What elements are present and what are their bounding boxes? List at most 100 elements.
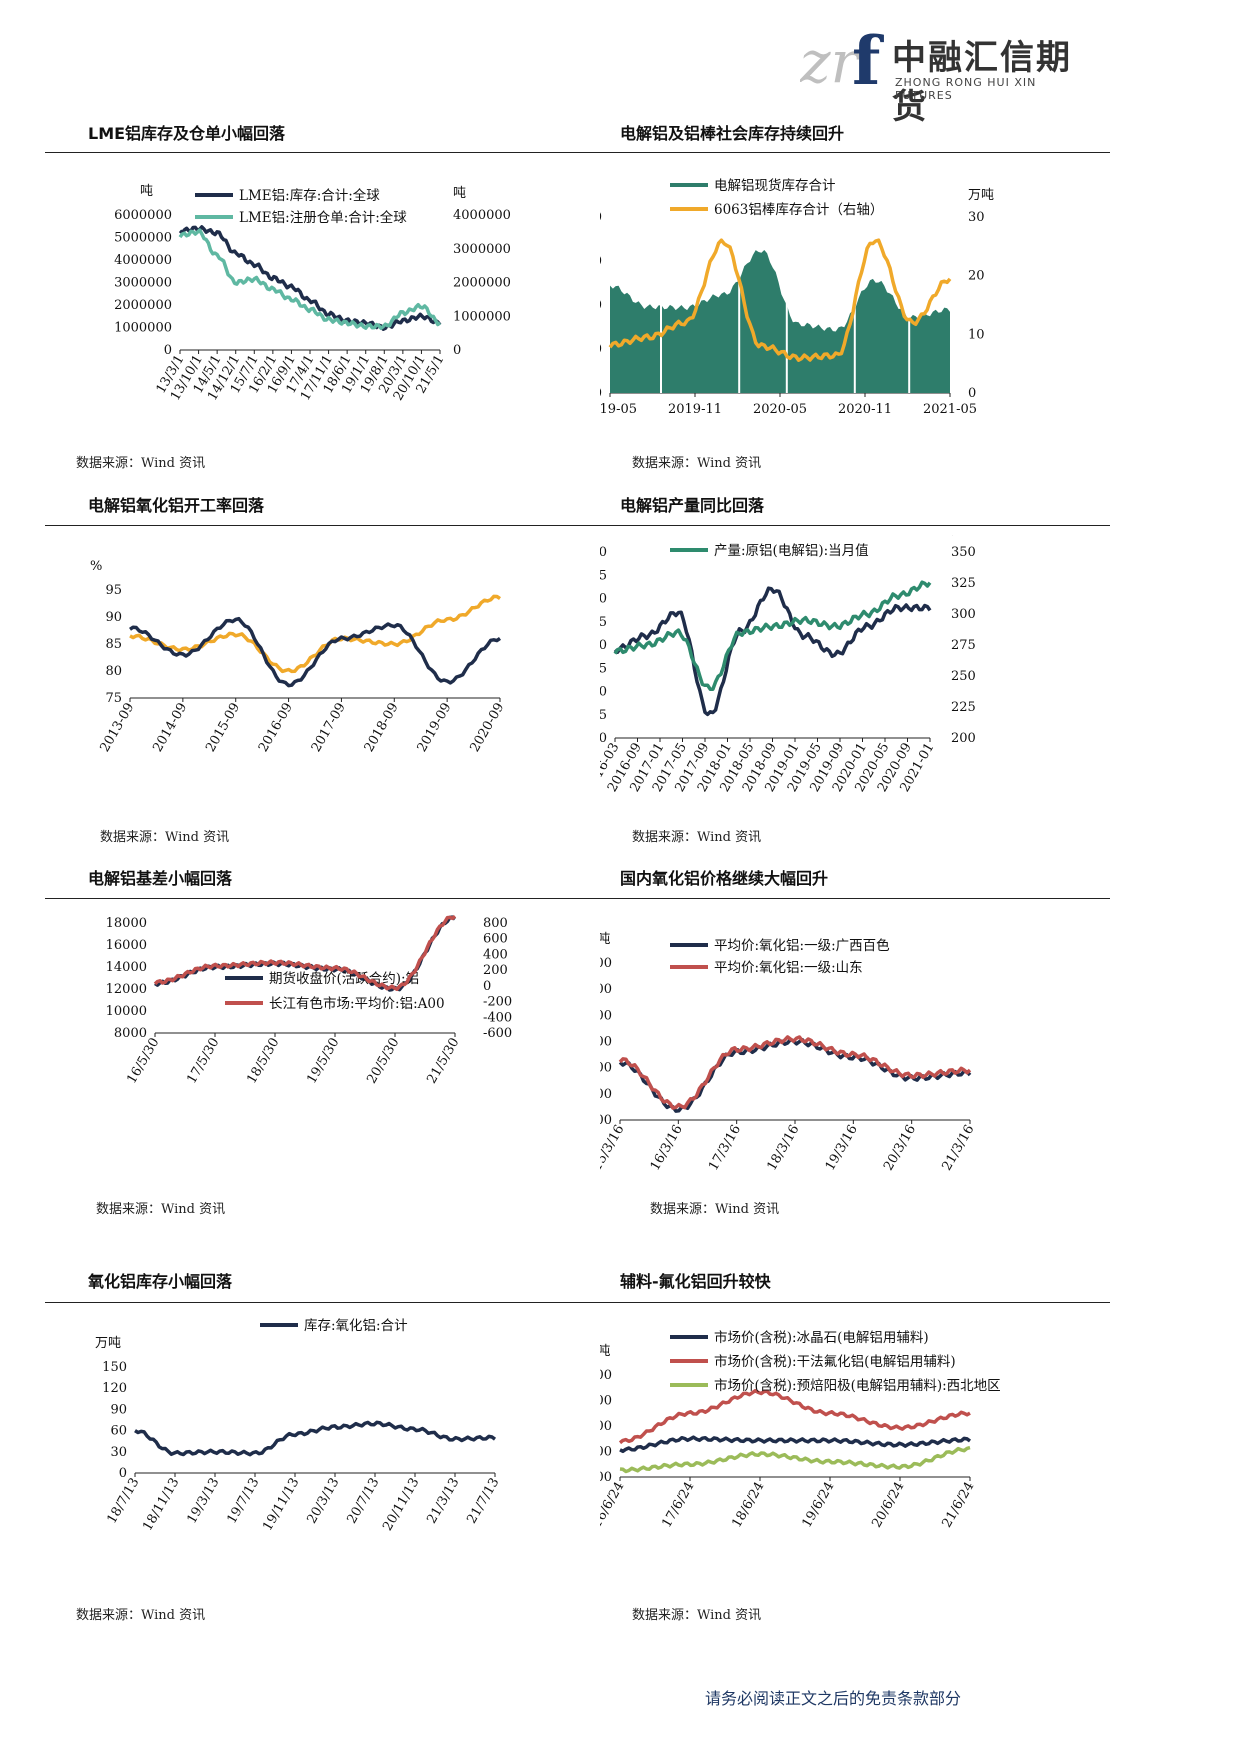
- y-tick-label-left: 8000: [114, 1026, 147, 1041]
- disclaimer-footer: 请务必阅读正文之后的免责条款部分: [705, 1689, 962, 1708]
- x-tick-label: 20/6/24: [869, 1480, 907, 1531]
- y-tick-label-left: 0: [119, 1466, 127, 1481]
- series-line: [129, 616, 502, 688]
- y-tick-label-left: 2500: [600, 1061, 612, 1076]
- chart-plot-group: %万吨20151050-5-10-15-20350325300275250225…: [600, 535, 977, 795]
- y-tick-label-left: 8000: [600, 1419, 612, 1434]
- series-line: [619, 1435, 972, 1454]
- y-tick-label-left: 80: [105, 664, 122, 679]
- svg-text:zr: zr: [800, 28, 862, 90]
- x-tick-label: 19/7/13: [224, 1476, 262, 1527]
- legend-label: 平均价:氧化铝:一级:山东: [714, 960, 863, 976]
- chart-social-inventory: 万吨万吨20015010050030201002019-052019-11202…: [600, 177, 994, 417]
- legend-label: 产量:原铝(电解铝):当月值: [714, 543, 869, 559]
- section-rule: [45, 152, 1110, 153]
- y-tick-label-left: 16000: [106, 938, 147, 953]
- y-tick-label-right: 200: [483, 963, 508, 978]
- series-line: [153, 914, 457, 992]
- legend-label: 库存:氧化铝:合计: [304, 1318, 408, 1334]
- y-tick-label-right: 2000000: [453, 276, 511, 291]
- source-note-6: 数据来源：Wind 资讯: [650, 1202, 780, 1217]
- series-line: [178, 228, 442, 331]
- x-tick-label: 2019-05: [600, 402, 637, 417]
- x-tick-label: 20/5/30: [364, 1036, 402, 1087]
- y-tick-label-left: 12000: [106, 982, 147, 997]
- section-title-4: 电解铝产量同比回落: [620, 496, 765, 515]
- chart-plot-group: 吨 吨 6000000 5000000 4000000 3000000 2000000 100…: [114, 184, 511, 403]
- y-tick-label-left: -20: [600, 731, 607, 746]
- y-tick-label-right: 4000000: [453, 208, 511, 223]
- y-tick-label-left: 15: [600, 568, 607, 583]
- series-line: [608, 238, 952, 362]
- y-tick-label-left: 1500: [600, 1113, 612, 1128]
- y-tick-label-left: 1000000: [114, 321, 172, 336]
- y-tick-label-left: 150: [102, 1360, 127, 1375]
- y-tick-label-right: 0: [968, 386, 976, 401]
- y-tick-label-right: 275: [951, 638, 976, 653]
- y-tick-label-left: 150: [600, 254, 602, 269]
- y-tick-label-left: 6000000: [114, 208, 172, 223]
- y-tick-label-left: 11000: [600, 1394, 612, 1409]
- axis-unit-right: 吨: [453, 186, 466, 201]
- chart-output-yoy: %万吨20151050-5-10-15-20350325300275250225…: [600, 535, 977, 795]
- series-line: [613, 586, 932, 717]
- x-tick-label: 2013-09: [97, 701, 137, 755]
- x-tick-label: 17/3/16: [706, 1123, 744, 1174]
- x-tick-label: 2019-11: [668, 402, 722, 417]
- y-tick-label-left: 10: [600, 592, 607, 607]
- chart-plot-group: 元/吨元/吨基差18000160001400012000100008000800…: [106, 908, 514, 1086]
- x-tick-label: 2014-09: [150, 701, 190, 755]
- y-tick-label-left: 3000: [600, 1035, 612, 1050]
- svg-text:f: f: [852, 26, 884, 90]
- y-tick-label-right: 250: [951, 669, 976, 684]
- x-tick-label: 2020-11: [838, 402, 892, 417]
- y-tick-label-right: 0: [483, 979, 491, 994]
- y-tick-label-left: 5000: [600, 1445, 612, 1460]
- legend-label: 长江有色市场:平均价:铝:A00: [269, 995, 445, 1012]
- source-note-8: 数据来源：Wind 资讯: [632, 1608, 762, 1623]
- legend-label: LME铝:库存:合计:全球: [239, 187, 380, 204]
- y-tick-label-left: 5000000: [114, 231, 172, 246]
- y-tick-label-left: 18000: [106, 916, 147, 931]
- section-title-6: 国内氧化铝价格继续大幅回升: [620, 869, 829, 888]
- logo-mark-icon: zr f: [799, 22, 884, 100]
- x-tick-label: 18/3/16: [764, 1123, 802, 1174]
- source-note-7: 数据来源：Wind 资讯: [76, 1608, 206, 1623]
- series-line: [619, 1445, 971, 1474]
- section-title-3: 电解铝氧化铝开工率回落: [88, 496, 265, 515]
- x-tick-label: 16/5/30: [124, 1036, 162, 1087]
- y-tick-label-right: 800: [483, 916, 508, 931]
- y-tick-label-right: -400: [483, 1010, 512, 1025]
- section-title-5: 电解铝基差小幅回落: [88, 869, 233, 888]
- y-tick-label-right: 350: [951, 545, 976, 560]
- company-name-cn: 中融汇信期货: [892, 38, 1072, 127]
- y-tick-label-right: 20: [968, 269, 985, 284]
- x-tick-label: 2015-09: [203, 701, 243, 755]
- y-tick-label-left: 4500: [600, 956, 612, 971]
- legend-label: LME铝:注册仓单:合计:全球: [239, 209, 407, 226]
- x-tick-label: 19/3/16: [823, 1123, 861, 1174]
- y-tick-label-right: -600: [483, 1026, 512, 1041]
- section-rule: [45, 525, 1110, 526]
- y-tick-label-right: 1000000: [453, 309, 511, 324]
- axis-unit-right: 万吨: [951, 535, 977, 538]
- x-tick-label: 18/7/13: [104, 1476, 142, 1527]
- section-title-8: 辅料-氟化铝回升较快: [620, 1272, 771, 1291]
- legend-label: 电解铝现货库存合计: [714, 177, 836, 194]
- x-tick-label: 21/7/13: [464, 1476, 502, 1527]
- legend-label: 平均价:氧化铝:一级:广西百色: [714, 937, 890, 954]
- source-note-2: 数据来源：Wind 资讯: [632, 456, 762, 471]
- source-note-4: 数据来源：Wind 资讯: [632, 830, 762, 845]
- x-tick-label: 2020-05: [753, 402, 807, 417]
- x-tick-label: 2016-09: [256, 701, 296, 755]
- company-name-en: ZHONG RONG HUI XIN FUTURES: [895, 76, 1037, 102]
- series-line: [618, 1388, 971, 1445]
- x-tick-label: 17/5/30: [184, 1036, 222, 1087]
- chart-auxiliary-materials: 元/吨 14000 11000 8000 5000 200016/6/24 17/6/24 1…: [600, 1329, 1001, 1531]
- axis-unit-left: 元/吨: [600, 1344, 610, 1359]
- y-tick-label-left: 75: [105, 691, 122, 706]
- x-tick-label: 20/7/13: [344, 1476, 382, 1527]
- y-tick-label-left: 14000: [106, 960, 147, 975]
